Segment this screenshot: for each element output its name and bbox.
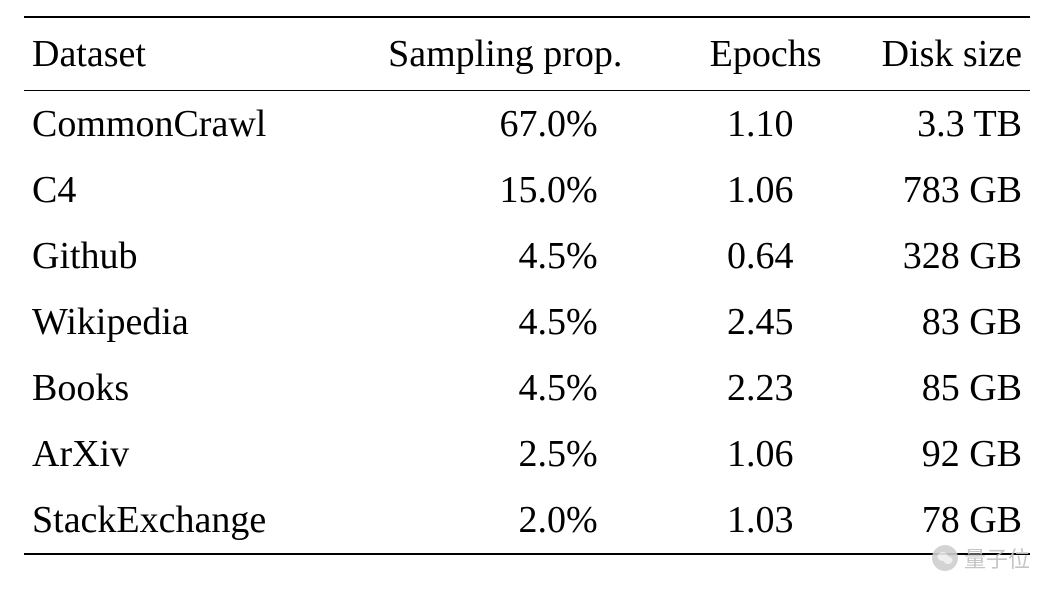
cell-disk: 83 GB [830,289,1030,355]
table-row: Books 4.5% 2.23 85 GB [24,355,1030,421]
cell-disk: 328 GB [830,223,1030,289]
col-header-epochs: Epochs [666,17,830,91]
cell-dataset: Wikipedia [24,289,345,355]
cell-dataset: C4 [24,157,345,223]
table-row: StackExchange 2.0% 1.03 78 GB [24,487,1030,554]
col-header-disk: Disk size [830,17,1030,91]
cell-epochs: 1.03 [666,487,830,554]
cell-epochs: 2.45 [666,289,830,355]
cell-sampling: 4.5% [345,223,666,289]
table-row: Wikipedia 4.5% 2.45 83 GB [24,289,1030,355]
cell-epochs: 0.64 [666,223,830,289]
cell-dataset: CommonCrawl [24,91,345,158]
table-body: CommonCrawl 67.0% 1.10 3.3 TB C4 15.0% 1… [24,91,1030,555]
cell-disk: 85 GB [830,355,1030,421]
cell-disk: 783 GB [830,157,1030,223]
cell-sampling: 4.5% [345,289,666,355]
cell-dataset: Github [24,223,345,289]
cell-sampling: 2.0% [345,487,666,554]
cell-dataset: Books [24,355,345,421]
cell-epochs: 1.06 [666,157,830,223]
col-header-sampling: Sampling prop. [345,17,666,91]
dataset-table: Dataset Sampling prop. Epochs Disk size … [24,16,1030,555]
cell-disk: 92 GB [830,421,1030,487]
wechat-icon [932,545,958,571]
table-header-row: Dataset Sampling prop. Epochs Disk size [24,17,1030,91]
cell-dataset: StackExchange [24,487,345,554]
col-header-dataset: Dataset [24,17,345,91]
table-row: CommonCrawl 67.0% 1.10 3.3 TB [24,91,1030,158]
cell-epochs: 1.10 [666,91,830,158]
cell-disk: 3.3 TB [830,91,1030,158]
table-row: Github 4.5% 0.64 328 GB [24,223,1030,289]
cell-epochs: 2.23 [666,355,830,421]
cell-sampling: 15.0% [345,157,666,223]
cell-sampling: 67.0% [345,91,666,158]
watermark: 量子位 [932,542,1030,574]
watermark-text: 量子位 [964,542,1030,574]
cell-epochs: 1.06 [666,421,830,487]
table-row: ArXiv 2.5% 1.06 92 GB [24,421,1030,487]
cell-sampling: 2.5% [345,421,666,487]
table-row: C4 15.0% 1.06 783 GB [24,157,1030,223]
cell-sampling: 4.5% [345,355,666,421]
cell-dataset: ArXiv [24,421,345,487]
